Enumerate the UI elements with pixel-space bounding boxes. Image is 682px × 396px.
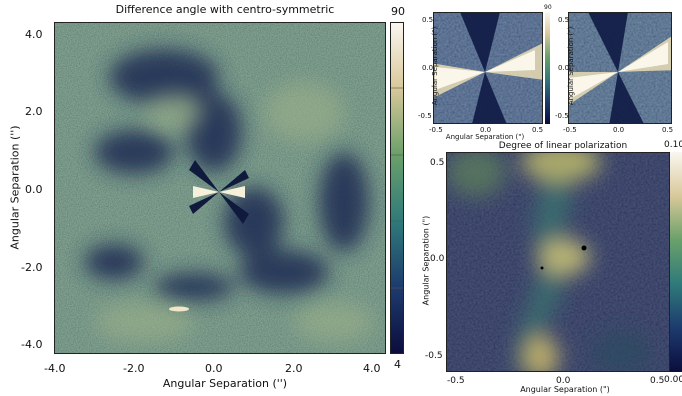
main-xtick-1: -4.0: [44, 362, 66, 375]
top-left-xtick-1: -0.5: [429, 126, 443, 134]
top-left-xlabel: Angular Separation ("): [445, 133, 525, 141]
main-ytick-4: -2.0: [21, 261, 43, 274]
top-right-xtick-3: 0.5: [662, 126, 674, 134]
top-right-ytick-2: 0.0: [558, 64, 570, 72]
main-ytick-2: 2.0: [25, 105, 43, 118]
top-left-xtick-2: 0.0: [480, 126, 492, 134]
top-left-xtick-3: 0.5: [532, 126, 544, 134]
top-left-ytick-3: -0.5: [418, 112, 432, 120]
bottom-ylabel: Angular Separation ("): [421, 215, 431, 306]
top-right-image: [568, 12, 672, 124]
bottom-image: [446, 152, 670, 372]
top-right-ytick-1: 0.5: [558, 16, 570, 24]
top-left-ytick-1: 0.5: [422, 16, 434, 24]
bottom-ytick-2: 0.0: [430, 254, 445, 264]
top-left-ylabel: Angular Separation ("): [431, 26, 439, 106]
top-left-image: [433, 12, 543, 124]
main-ytick-5: -4.0: [21, 338, 43, 351]
bottom-colorbar: [670, 152, 682, 372]
bottom-ytick-3: -0.5: [425, 351, 443, 361]
bottom-xtick-1: -0.5: [447, 376, 465, 386]
main-xtick-5: 4.0: [363, 362, 381, 375]
main-ytick-3: 0.0: [25, 183, 43, 196]
main-colorbar-max: 90: [391, 5, 405, 18]
main-xtick-3: 0.0: [205, 362, 223, 375]
top-right-xtick-2: 0.0: [613, 126, 625, 134]
bottom-xtick-3: 0.5: [650, 376, 665, 386]
bottom-xlabel: Angular Separation ("): [520, 385, 610, 394]
top-left-colorbar: [545, 12, 550, 124]
main-colorbar-min: 4: [394, 358, 401, 371]
top-left-ytick-2: 0.0: [422, 64, 434, 72]
top-right-ylabel: Angular Separation ("): [567, 26, 575, 106]
bottom-colorbar-max: 0.10: [664, 140, 682, 150]
bottom-ytick-1: 0.5: [430, 158, 445, 168]
main-xlabel: Angular Separation (''): [162, 377, 288, 390]
main-colorbar: [390, 22, 404, 354]
main-ylabel: Angular Separation (''): [8, 125, 22, 250]
main-image: [54, 22, 386, 354]
bottom-colorbar-min: 0.00: [664, 375, 682, 385]
main-xtick-4: 2.0: [285, 362, 303, 375]
main-ytick-1: 4.0: [25, 28, 43, 41]
main-xtick-2: -2.0: [123, 362, 145, 375]
bottom-title: Degree of linear polarization: [498, 141, 628, 151]
top-left-colorbar-max: 90: [544, 4, 552, 11]
bottom-xtick-2: 0.0: [556, 376, 571, 386]
top-right-ytick-3: -0.5: [555, 112, 569, 120]
main-title: Difference angle with centro-symmetric: [115, 3, 335, 16]
top-right-xtick-1: -0.5: [563, 126, 577, 134]
